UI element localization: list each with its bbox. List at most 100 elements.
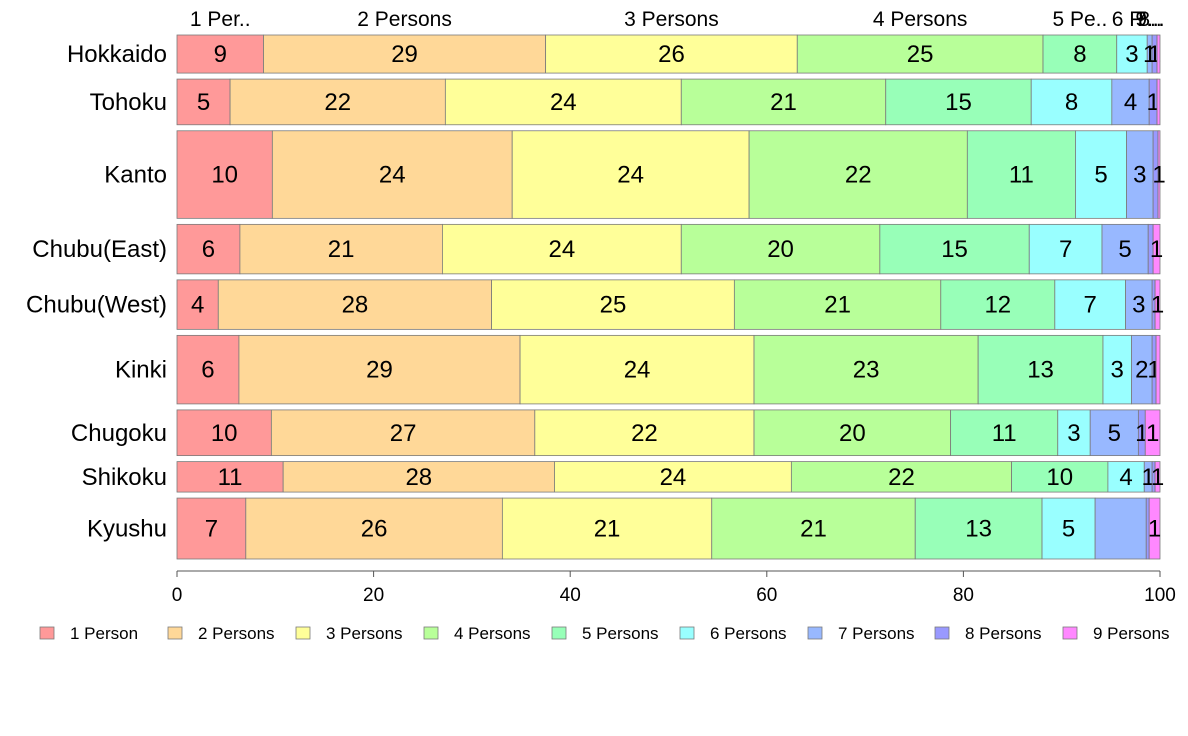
legend-label: 1 Person [70, 624, 138, 643]
bar-segment [519, 334, 755, 405]
bar-segment [1042, 34, 1118, 74]
bar-value-label: 21 [328, 236, 355, 263]
bar-value-label: 26 [658, 41, 685, 68]
bar-value-label: 24 [660, 464, 687, 491]
bar-segment [217, 279, 492, 330]
bar-segment [1111, 78, 1150, 126]
row-label: Tohoku [90, 89, 167, 116]
legend-swatch [167, 626, 183, 640]
bar-segment [1107, 461, 1145, 493]
bar-segment [229, 78, 446, 126]
bar-value-label: 13 [1027, 357, 1054, 384]
bar-value-label: 3 [1132, 292, 1145, 319]
bar-value-label: 4 [1119, 464, 1132, 491]
x-tick-label: 60 [756, 585, 777, 606]
bar-segment [176, 34, 264, 74]
legend-label: 5 Persons [582, 624, 659, 643]
bar-segment [176, 78, 231, 126]
row-label: Kinki [115, 357, 167, 384]
bar-value-label: 21 [824, 292, 851, 319]
bar-value-label: 20 [767, 236, 794, 263]
bar-value-label: 10 [211, 420, 238, 447]
top-series-label: 6 P.. [1112, 8, 1152, 31]
bar-segment [1057, 409, 1091, 457]
bar-segment [1094, 497, 1147, 560]
bar-segment [753, 334, 979, 405]
legend-swatch [1062, 626, 1078, 640]
bar-value-label: 4 [191, 292, 204, 319]
row-label: Kanto [104, 162, 167, 189]
bar-segment [444, 78, 682, 126]
bar-value-label: 1 [1151, 292, 1164, 319]
bar-segment [1155, 334, 1161, 405]
bar-value-label: 26 [361, 516, 388, 543]
bar-value-label: 23 [853, 357, 880, 384]
bar-segment [1089, 409, 1139, 457]
bar-segment [753, 409, 952, 457]
bar-value-label: 24 [617, 162, 644, 189]
bar-value-label: 28 [405, 464, 432, 491]
bar-value-label: 3 [1067, 420, 1080, 447]
bar-segment [885, 78, 1032, 126]
bar-segment [1041, 497, 1096, 560]
bar-value-label: 5 [1094, 162, 1107, 189]
bar-value-label: 11 [1009, 162, 1034, 189]
bar-segment [1125, 279, 1153, 330]
bars: 9 29 26 25 8 3 115 22 24 21 15 8 4 110 24 24 22 11 5 3 16 21 2… [176, 34, 1166, 560]
bar-value-label: 1 [1148, 516, 1161, 543]
bar-segment [977, 334, 1104, 405]
bar-value-label: 7 [205, 516, 218, 543]
bar-value-label: 1 [1152, 162, 1165, 189]
bar-segment [1028, 223, 1103, 275]
bar-segment [282, 461, 555, 493]
bar-segment [501, 497, 713, 560]
bar-value-label: 2 [1135, 357, 1148, 384]
bar-value-label: 5 [1118, 236, 1131, 263]
bar-segment [545, 34, 798, 74]
bar-value-label: 22 [888, 464, 915, 491]
bar-value-label: 11 [218, 464, 243, 491]
bar-value-label: 8 [1065, 89, 1078, 116]
bar-segment [1157, 130, 1161, 219]
bar-segment [1154, 461, 1161, 493]
top-series-label: 3 Persons [624, 8, 719, 31]
bar-segment [1011, 461, 1109, 493]
bar-value-label: 25 [600, 292, 627, 319]
bar-segment [940, 279, 1056, 330]
row-label: Chubu(West) [26, 292, 167, 319]
bar-value-label: 1 [1150, 236, 1163, 263]
bar-value-label: 8 [1073, 41, 1086, 68]
top-series-label: 9... [1135, 8, 1164, 31]
bar-segment [1126, 130, 1154, 219]
bar-segment [554, 461, 792, 493]
bar-segment [1030, 78, 1113, 126]
bar-segment [1156, 78, 1161, 126]
bar-segment [176, 223, 241, 275]
top-series-label: 4 Persons [873, 8, 968, 31]
legend-swatch [934, 626, 950, 640]
bar-value-label: 22 [324, 89, 351, 116]
bar-segment [1101, 223, 1149, 275]
bar-value-label: 29 [391, 41, 418, 68]
bar-segment [271, 130, 513, 219]
top-series-labels: 1 Per.. 2 Persons 3 Persons 4 Persons 5 Pe..… [190, 8, 1165, 31]
bar-value-label: 1 [1151, 464, 1164, 491]
bar-value-label: 24 [624, 357, 651, 384]
bar-value-label: 22 [631, 420, 658, 447]
top-series-label: 1 Per.. [190, 8, 251, 31]
row-label: Chugoku [71, 420, 167, 447]
bar-segment [245, 497, 503, 560]
bar-value-label: 11 [992, 420, 1017, 447]
legend: 1 Person 2 Persons 3 Persons 4 Persons 5 Per… [39, 624, 1170, 643]
bar-segment [534, 409, 755, 457]
bar-segment [748, 130, 968, 219]
top-series-label: 2 Persons [357, 8, 452, 31]
bar-value-label: 15 [941, 236, 968, 263]
legend-label: 4 Persons [454, 624, 531, 643]
bar-value-label: 13 [965, 516, 992, 543]
bar-segment [263, 34, 547, 74]
bar-value-label: 20 [839, 420, 866, 447]
bar-segment [879, 223, 1030, 275]
top-series-label: 8.. [1138, 8, 1161, 31]
bar-value-label: 5 [1062, 516, 1075, 543]
